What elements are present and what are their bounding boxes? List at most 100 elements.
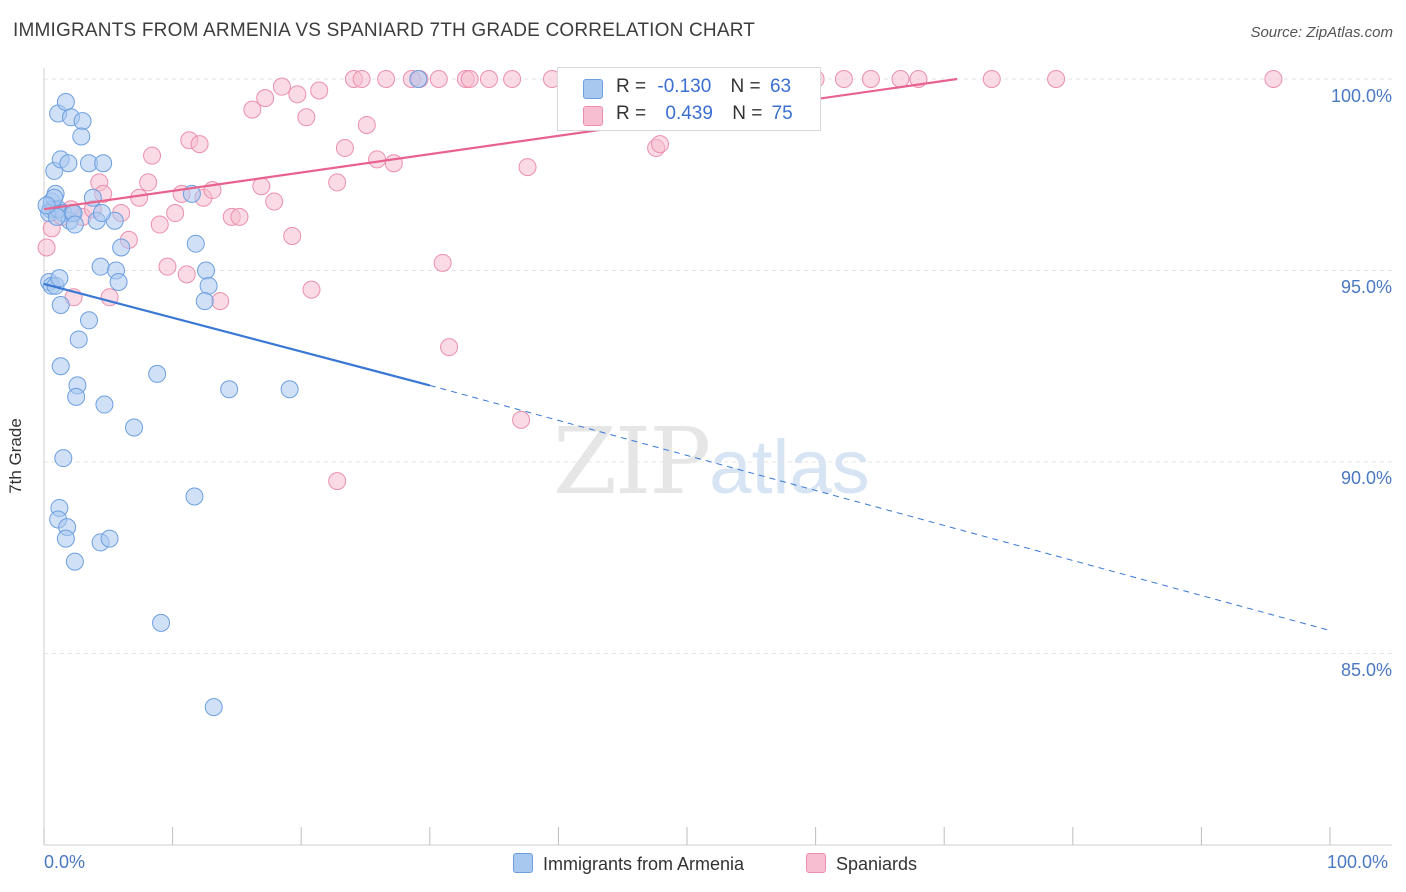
spaniards-point bbox=[982, 70, 1001, 88]
spaniards-point bbox=[211, 292, 230, 311]
spaniards-point bbox=[335, 138, 354, 157]
armenia-point bbox=[92, 204, 111, 223]
y-axis-label: 7th Grade bbox=[6, 418, 25, 494]
armenia-point bbox=[50, 269, 69, 288]
r-value: 0.439 bbox=[665, 103, 713, 124]
spaniards-point bbox=[368, 150, 387, 169]
armenia-point bbox=[56, 92, 75, 111]
armenia-point bbox=[199, 276, 218, 295]
armenia-point bbox=[67, 387, 86, 406]
spaniards-point bbox=[503, 70, 522, 88]
armenia-point bbox=[280, 380, 299, 399]
armenia-point bbox=[125, 418, 144, 437]
armenia-point bbox=[69, 330, 88, 349]
n-label: N = bbox=[730, 76, 761, 97]
armenia-point bbox=[65, 552, 84, 571]
armenia-point bbox=[186, 234, 205, 253]
y-tick-label-90: 90.0% bbox=[1340, 468, 1392, 488]
spaniards-point bbox=[440, 338, 459, 357]
spaniards-point bbox=[479, 70, 498, 88]
stats-legend: R = -0.130 N = 63 R = 0.439 N = 75 bbox=[557, 67, 821, 131]
blue-swatch bbox=[583, 79, 603, 99]
blue-swatch bbox=[513, 853, 533, 873]
armenia-point bbox=[220, 380, 239, 399]
spaniards-point bbox=[190, 135, 209, 154]
spaniards-point bbox=[166, 204, 185, 223]
armenia-point bbox=[409, 70, 428, 88]
spaniards-point bbox=[283, 227, 302, 246]
watermark-atlas: atlas bbox=[709, 425, 870, 510]
armenia-trend-line bbox=[43, 282, 431, 387]
spaniards-point bbox=[352, 70, 371, 88]
armenia-point bbox=[152, 613, 171, 632]
watermark: ZIPatlas bbox=[553, 408, 870, 515]
armenia-point bbox=[65, 215, 84, 234]
armenia-point bbox=[185, 487, 204, 506]
armenia-point bbox=[37, 196, 56, 215]
source-note: Source: ZipAtlas.com bbox=[1250, 24, 1393, 41]
armenia-point bbox=[204, 698, 223, 717]
armenia-point bbox=[91, 257, 110, 276]
spaniards-point bbox=[357, 115, 376, 134]
armenia-point bbox=[112, 238, 131, 257]
armenia-point bbox=[73, 112, 92, 131]
armenia-point bbox=[59, 154, 78, 173]
spaniards-point bbox=[139, 173, 158, 192]
spaniards-point bbox=[310, 81, 329, 100]
spaniards-point bbox=[1047, 70, 1066, 88]
n-value: 63 bbox=[769, 76, 792, 97]
spaniards-point bbox=[256, 89, 275, 108]
n-label: N = bbox=[732, 103, 763, 124]
spaniards-point bbox=[37, 238, 56, 257]
legend-item-armenia: Immigrants from Armenia bbox=[513, 853, 744, 875]
r-label: R = bbox=[616, 103, 647, 124]
armenia-point bbox=[94, 154, 113, 173]
spaniards-point bbox=[891, 70, 910, 88]
y-tick-label-95: 95.0% bbox=[1340, 277, 1392, 297]
spaniards-point bbox=[328, 173, 347, 192]
n-value: 75 bbox=[771, 103, 793, 124]
spaniards-point bbox=[243, 100, 262, 119]
r-label: R = bbox=[616, 76, 647, 97]
spaniards-point bbox=[130, 188, 149, 207]
armenia-point bbox=[148, 364, 167, 383]
armenia-point bbox=[95, 395, 114, 414]
spaniards-point bbox=[377, 70, 396, 88]
spaniards-point bbox=[297, 108, 316, 127]
spaniards-point bbox=[1264, 70, 1283, 88]
armenia-point bbox=[54, 449, 73, 468]
y-tick-label-85: 85.0% bbox=[1340, 660, 1392, 680]
y-tick-label-100: 100.0% bbox=[1330, 86, 1392, 106]
armenia-point bbox=[56, 529, 75, 548]
spaniards-point bbox=[429, 70, 448, 88]
spaniards-point bbox=[834, 70, 853, 88]
armenia-trend-extension bbox=[429, 384, 1331, 632]
x-tick-label-min: 0.0% bbox=[44, 852, 86, 872]
spaniards-point bbox=[861, 70, 880, 88]
armenia-point bbox=[195, 292, 214, 311]
spaniards-point bbox=[150, 215, 169, 234]
spaniards-point bbox=[143, 146, 162, 165]
spaniards-point bbox=[288, 85, 307, 104]
spaniards-point bbox=[460, 70, 479, 88]
armenia-point bbox=[80, 311, 99, 330]
armenia-point bbox=[51, 295, 70, 314]
spaniards-point bbox=[328, 472, 347, 491]
spaniards-point bbox=[177, 265, 196, 284]
pink-swatch bbox=[806, 853, 826, 873]
armenia-point bbox=[109, 272, 128, 291]
legend-item-spaniards: Spaniards bbox=[806, 853, 917, 875]
armenia-point bbox=[197, 261, 216, 280]
spaniards-point bbox=[158, 257, 177, 276]
spaniards-point bbox=[518, 158, 537, 177]
spaniards-point bbox=[265, 192, 284, 211]
spaniards-point bbox=[302, 280, 321, 299]
spaniards-point bbox=[433, 253, 452, 272]
spaniards-point bbox=[650, 135, 669, 154]
spaniards-point bbox=[230, 207, 249, 226]
chart-title: IMMIGRANTS FROM ARMENIA VS SPANIARD 7TH … bbox=[13, 20, 756, 41]
pink-swatch bbox=[583, 106, 603, 126]
spaniards-point bbox=[512, 410, 531, 429]
legend-label: Spaniards bbox=[836, 854, 918, 874]
